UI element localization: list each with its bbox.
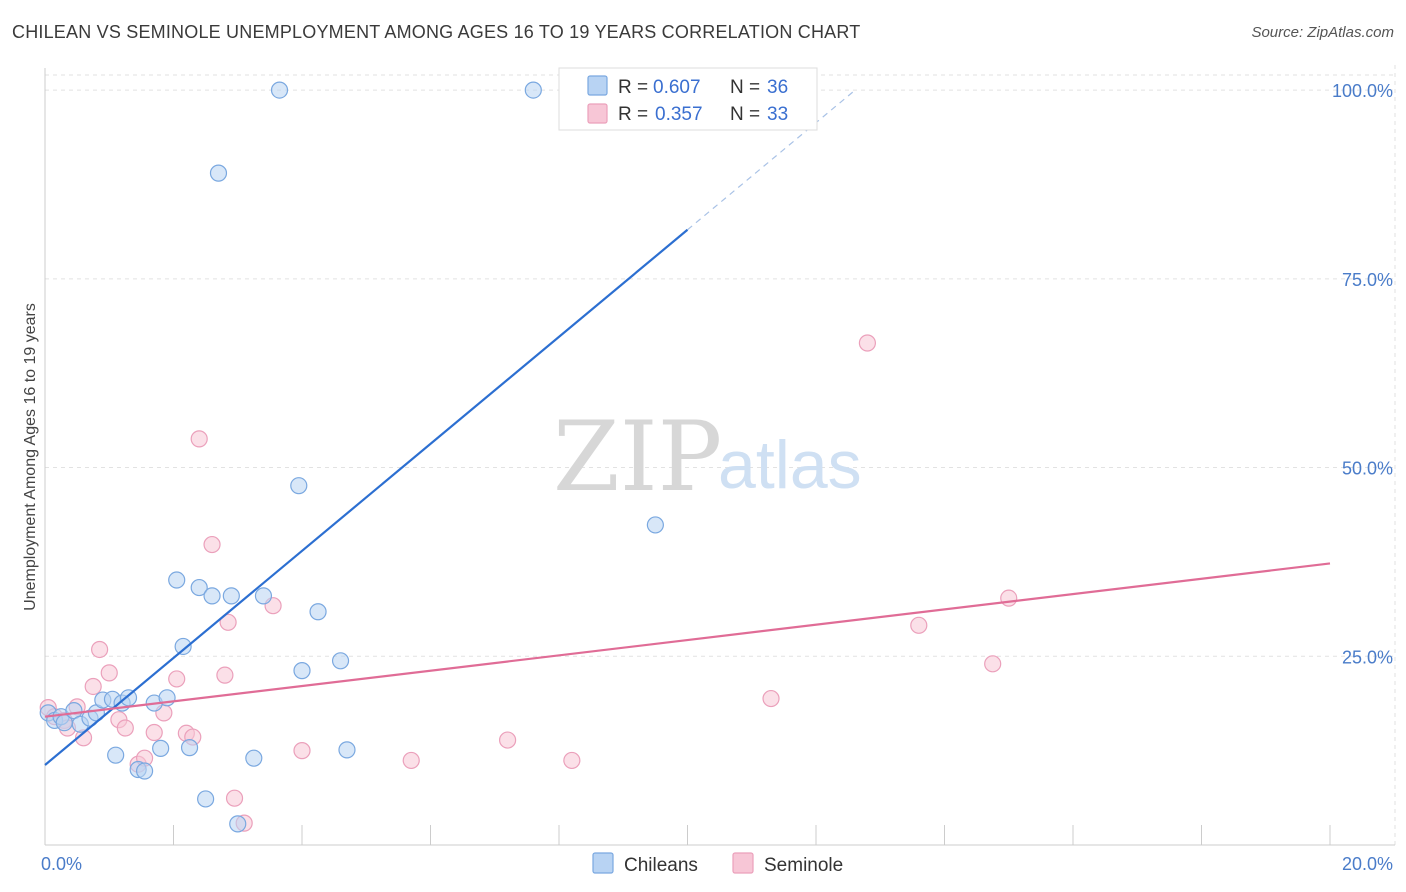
seminole-point xyxy=(84,677,102,696)
seminole-point xyxy=(225,789,244,807)
seminole-point xyxy=(203,535,221,554)
chileans-point xyxy=(168,571,186,589)
trend-lines xyxy=(44,90,1331,766)
chileans-point xyxy=(646,516,664,534)
seminole-point xyxy=(984,655,1002,673)
seminole-points xyxy=(39,334,1018,832)
chileans-points xyxy=(39,81,664,833)
chileans-point xyxy=(119,689,138,707)
seminole-point xyxy=(116,719,134,737)
legend-n-value: 33 xyxy=(767,104,788,125)
chart-title: CHILEAN VS SEMINOLE UNEMPLOYMENT AMONG A… xyxy=(12,22,861,42)
axes xyxy=(44,68,1395,846)
legend-n-label: N = xyxy=(730,104,760,125)
seminole-point xyxy=(1000,589,1018,607)
seminole-point xyxy=(216,666,234,684)
chileans-point xyxy=(190,578,208,597)
chileans-point xyxy=(197,790,215,808)
watermark-atlas: atlas xyxy=(718,427,862,503)
bottom-legend-swatch-seminole xyxy=(732,852,754,874)
seminole-point xyxy=(100,664,118,682)
seminole-point xyxy=(762,689,780,708)
watermark: ZIP atlas xyxy=(553,401,862,513)
chileans-point xyxy=(524,81,542,99)
chileans-point xyxy=(290,477,308,495)
source-credit: Source: ZipAtlas.com xyxy=(1251,24,1394,41)
bottom-legend-swatch-chileans xyxy=(592,852,614,874)
chileans-point xyxy=(270,81,289,99)
legend: R = 0.607 N = 36 R = 0.357 N = 33 xyxy=(558,67,818,131)
seminole-point xyxy=(910,616,928,634)
seminole-point xyxy=(145,723,163,742)
seminole-trend-line xyxy=(44,562,1331,718)
legend-swatch-seminole xyxy=(587,103,608,124)
x-tick-label: 0.0% xyxy=(41,854,82,874)
y-tick-label: 50.0% xyxy=(1342,459,1393,479)
y-tick-label: 25.0% xyxy=(1342,647,1393,667)
legend-r-label: R = xyxy=(618,104,648,125)
x-tick-label: 20.0% xyxy=(1342,854,1393,874)
legend-r-value: 0.607 xyxy=(653,77,701,98)
chileans-point xyxy=(209,164,228,182)
chileans-point xyxy=(174,637,192,656)
legend-r-label: R = xyxy=(618,77,648,98)
bottom-legend-seminole: Seminole xyxy=(764,855,843,876)
legend-swatch-chileans xyxy=(587,75,608,96)
chileans-point xyxy=(338,741,356,759)
seminole-point xyxy=(499,731,517,749)
seminole-point xyxy=(563,751,581,770)
tick-labels: 25.0% 50.0% 75.0% 100.0% 0.0% 20.0% xyxy=(41,81,1393,874)
legend-r-value: 0.357 xyxy=(655,104,703,125)
y-tick-label: 100.0% xyxy=(1332,81,1393,101)
bottom-legend-chileans: Chileans xyxy=(624,855,698,876)
seminole-point xyxy=(168,670,186,688)
legend-n-label: N = xyxy=(730,77,760,98)
watermark-zip: ZIP xyxy=(553,401,722,513)
chileans-point xyxy=(107,746,125,764)
chileans-point xyxy=(331,652,350,670)
seminole-point xyxy=(219,613,237,631)
chileans-trend-line xyxy=(44,228,689,766)
y-axis-label: Unemployment Among Ages 16 to 19 years xyxy=(22,303,39,611)
chileans-point xyxy=(229,815,247,833)
chileans-point xyxy=(180,739,199,757)
y-tick-label: 75.0% xyxy=(1342,270,1393,290)
seminole-point xyxy=(293,742,311,760)
bottom-legend: Chileans Seminole xyxy=(592,852,843,876)
chileans-point xyxy=(135,762,154,780)
seminole-point xyxy=(91,640,109,659)
chileans-point xyxy=(222,587,240,605)
chileans-point xyxy=(293,662,311,680)
seminole-point xyxy=(190,430,208,448)
chileans-point xyxy=(309,603,327,621)
seminole-point xyxy=(402,751,420,770)
chileans-point xyxy=(203,587,221,605)
chileans-point xyxy=(152,739,170,757)
legend-n-value: 36 xyxy=(767,77,788,98)
chileans-point xyxy=(245,749,263,767)
chileans-trend-extension xyxy=(687,90,855,231)
seminole-point xyxy=(858,334,877,352)
chileans-point xyxy=(254,587,273,605)
